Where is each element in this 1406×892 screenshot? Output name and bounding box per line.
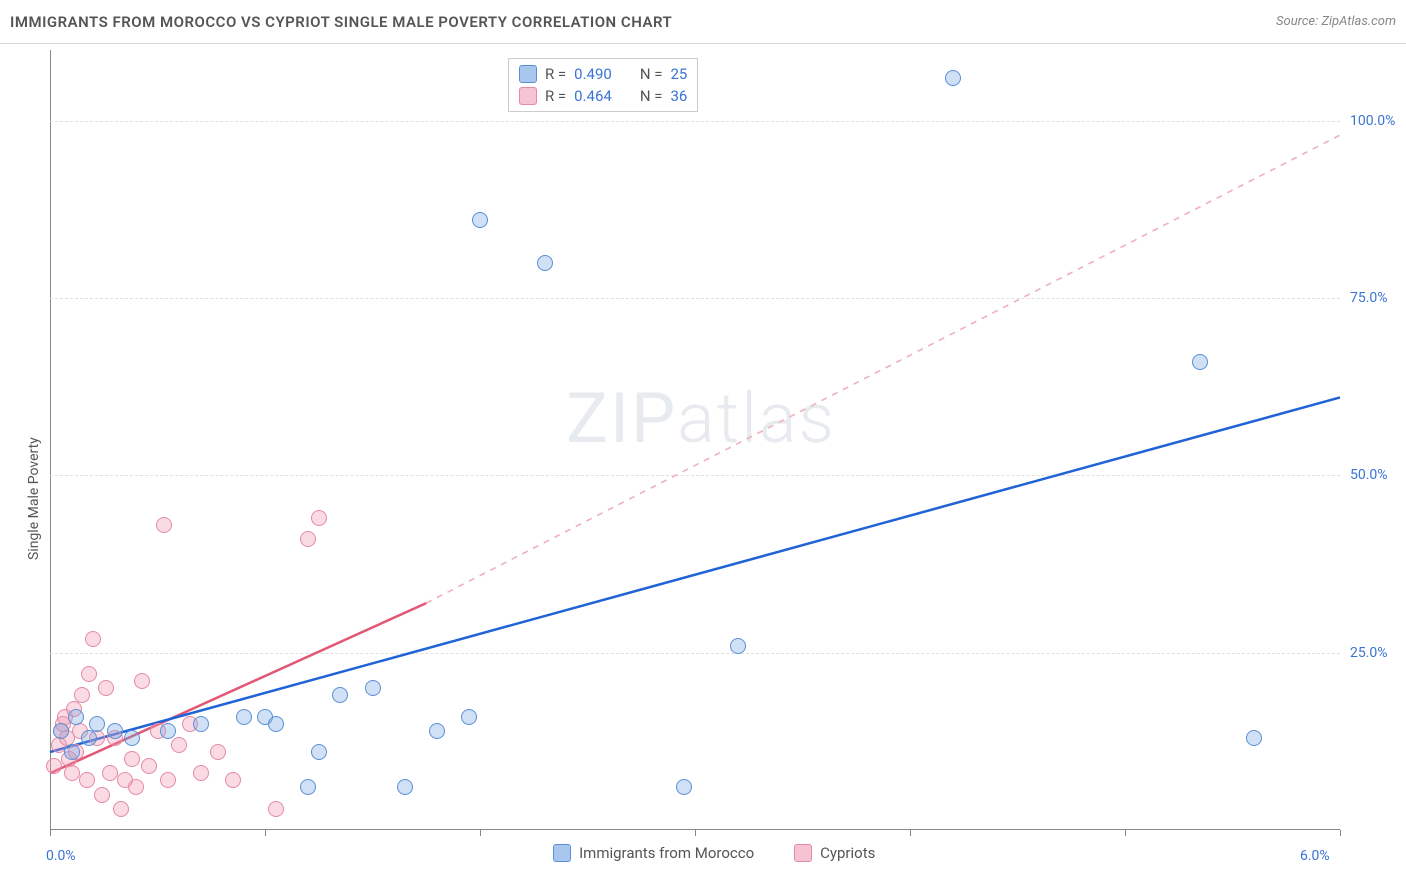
- data-point: [365, 680, 381, 696]
- stat-r-value: 0.490: [574, 65, 612, 83]
- stat-r-label: R =: [545, 65, 566, 83]
- chart-header: IMMIGRANTS FROM MOROCCO VS CYPRIOT SINGL…: [0, 0, 1406, 44]
- legend-swatch: [519, 87, 537, 105]
- stat-n-label: N =: [640, 87, 663, 105]
- data-point: [171, 737, 187, 753]
- chart-title: IMMIGRANTS FROM MOROCCO VS CYPRIOT SINGL…: [10, 13, 672, 31]
- data-point: [676, 779, 692, 795]
- data-point: [332, 687, 348, 703]
- data-point: [268, 801, 284, 817]
- data-point: [134, 673, 150, 689]
- x-tick: [910, 830, 911, 836]
- stat-n-value: 25: [670, 65, 687, 83]
- source-prefix: Source:: [1276, 14, 1321, 29]
- data-point: [53, 723, 69, 739]
- data-point: [113, 801, 129, 817]
- data-point: [945, 70, 961, 86]
- legend-swatch: [794, 844, 812, 862]
- data-point: [236, 709, 252, 725]
- data-point: [193, 765, 209, 781]
- data-point: [210, 744, 226, 760]
- data-point: [89, 716, 105, 732]
- stats-row: R = 0.490 N = 25: [519, 63, 687, 85]
- data-point: [160, 723, 176, 739]
- x-tick: [265, 830, 266, 836]
- stats-row: R = 0.464 N = 36: [519, 85, 687, 107]
- data-point: [300, 531, 316, 547]
- stats-legend: R = 0.490 N = 25 R = 0.464 N = 36: [508, 58, 698, 112]
- data-point: [79, 772, 95, 788]
- x-tick: [50, 830, 51, 836]
- data-point: [1246, 730, 1262, 746]
- trend-line-morocco: [50, 397, 1340, 752]
- data-point: [107, 723, 123, 739]
- y-axis-label: Single Male Poverty: [26, 437, 42, 560]
- data-point: [1192, 354, 1208, 370]
- data-point: [68, 709, 84, 725]
- data-point: [429, 723, 445, 739]
- y-tick-label: 25.0%: [1350, 645, 1406, 661]
- stat-n-label: N =: [640, 65, 663, 83]
- stat-n-value: 36: [670, 87, 687, 105]
- data-point: [85, 631, 101, 647]
- legend-item: Immigrants from Morocco: [553, 844, 754, 862]
- data-point: [81, 666, 97, 682]
- x-axis-label: 6.0%: [1300, 848, 1330, 864]
- data-point: [730, 638, 746, 654]
- source-label: Source: ZipAtlas.com: [1276, 14, 1396, 29]
- source-name: ZipAtlas.com: [1321, 14, 1396, 29]
- data-point: [311, 744, 327, 760]
- y-tick-label: 75.0%: [1350, 290, 1406, 306]
- data-point: [98, 680, 114, 696]
- legend-swatch: [519, 65, 537, 83]
- data-point: [46, 758, 62, 774]
- data-point: [128, 779, 144, 795]
- data-point: [472, 212, 488, 228]
- x-axis-label: 0.0%: [46, 848, 76, 864]
- stat-r-value: 0.464: [574, 87, 612, 105]
- data-point: [141, 758, 157, 774]
- chart-container: IMMIGRANTS FROM MOROCCO VS CYPRIOT SINGL…: [0, 0, 1406, 892]
- x-tick: [1125, 830, 1126, 836]
- plot-area: 25.0%50.0%75.0%100.0%0.0%6.0%ZIPatlasR =…: [50, 50, 1340, 830]
- legend-label: Cypriots: [820, 844, 875, 862]
- data-point: [311, 510, 327, 526]
- stat-r-label: R =: [545, 87, 566, 105]
- x-tick: [480, 830, 481, 836]
- data-point: [74, 687, 90, 703]
- data-point: [461, 709, 477, 725]
- x-tick: [695, 830, 696, 836]
- series-legend: Immigrants from Morocco Cypriots: [553, 844, 875, 862]
- data-point: [300, 779, 316, 795]
- data-point: [225, 772, 241, 788]
- legend-item: Cypriots: [794, 844, 875, 862]
- data-point: [268, 716, 284, 732]
- data-point: [193, 716, 209, 732]
- data-point: [94, 787, 110, 803]
- data-point: [156, 517, 172, 533]
- data-point: [537, 255, 553, 271]
- data-point: [124, 730, 140, 746]
- data-point: [397, 779, 413, 795]
- legend-label: Immigrants from Morocco: [579, 844, 754, 862]
- y-tick-label: 50.0%: [1350, 467, 1406, 483]
- y-tick-label: 100.0%: [1350, 113, 1406, 129]
- legend-swatch: [553, 844, 571, 862]
- data-point: [64, 765, 80, 781]
- data-point: [64, 744, 80, 760]
- x-tick: [1340, 830, 1341, 836]
- data-point: [124, 751, 140, 767]
- data-point: [81, 730, 97, 746]
- data-point: [160, 772, 176, 788]
- data-point: [102, 765, 118, 781]
